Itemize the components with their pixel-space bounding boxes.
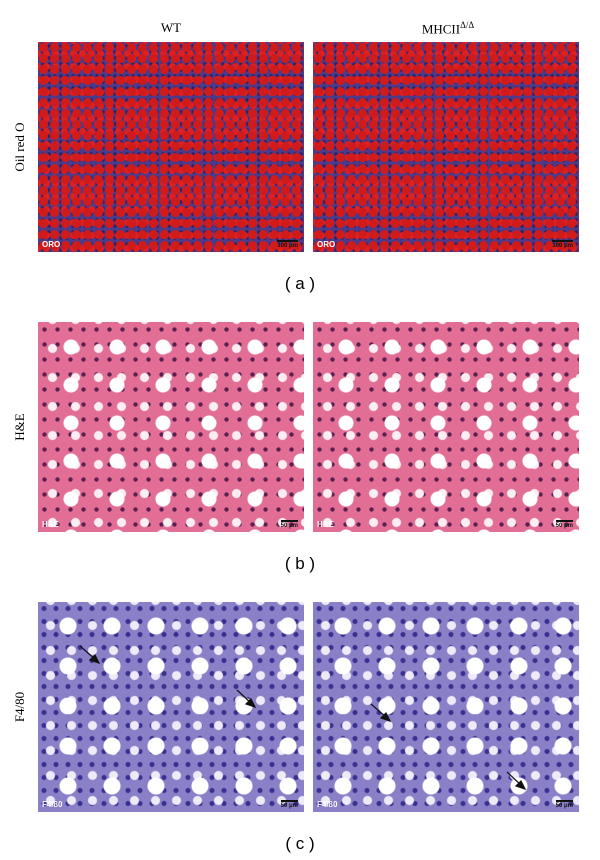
stain-label: H&E	[317, 520, 334, 529]
scale-bar-label: 100 μm	[277, 240, 298, 249]
panel-caption: ( c )	[285, 834, 315, 853]
header-text: MHCII	[421, 21, 461, 37]
micrograph: F4/80 50 μm	[313, 602, 579, 812]
arrow-head	[244, 697, 257, 709]
stain-label: F4/80	[317, 800, 338, 809]
stain-label: F4/80	[42, 800, 63, 809]
arrow-head	[88, 653, 101, 665]
stain-label: H&E	[42, 520, 59, 529]
header-superscript: Δ/Δ	[460, 20, 475, 30]
scale-bar-label: 100 μm	[552, 240, 573, 249]
arrow-head	[514, 779, 527, 791]
scale-bar-label: 50 μm	[281, 800, 298, 809]
micrograph: F4/80 50 μm	[38, 602, 304, 812]
panel-caption: ( b )	[284, 554, 316, 573]
panel-caption: ( a )	[284, 274, 316, 293]
arrow-group	[79, 645, 527, 791]
micrograph: H&E 50 μm	[38, 322, 304, 532]
micrograph: ORO 100 μm	[313, 42, 579, 252]
scale-bar-label: 50 μm	[556, 520, 573, 529]
stain-label: ORO	[317, 240, 336, 249]
column-header: WT	[160, 20, 182, 35]
column-header: MHCIIΔ/Δ	[313, 20, 583, 37]
scale-bar-label: 50 μm	[556, 800, 573, 809]
micrograph: ORO 100 μm	[38, 42, 304, 252]
micrograph: H&E 50 μm	[313, 322, 579, 532]
arrow-head	[379, 711, 392, 723]
stain-label: ORO	[42, 240, 61, 249]
scale-bar-label: 50 μm	[281, 520, 298, 529]
